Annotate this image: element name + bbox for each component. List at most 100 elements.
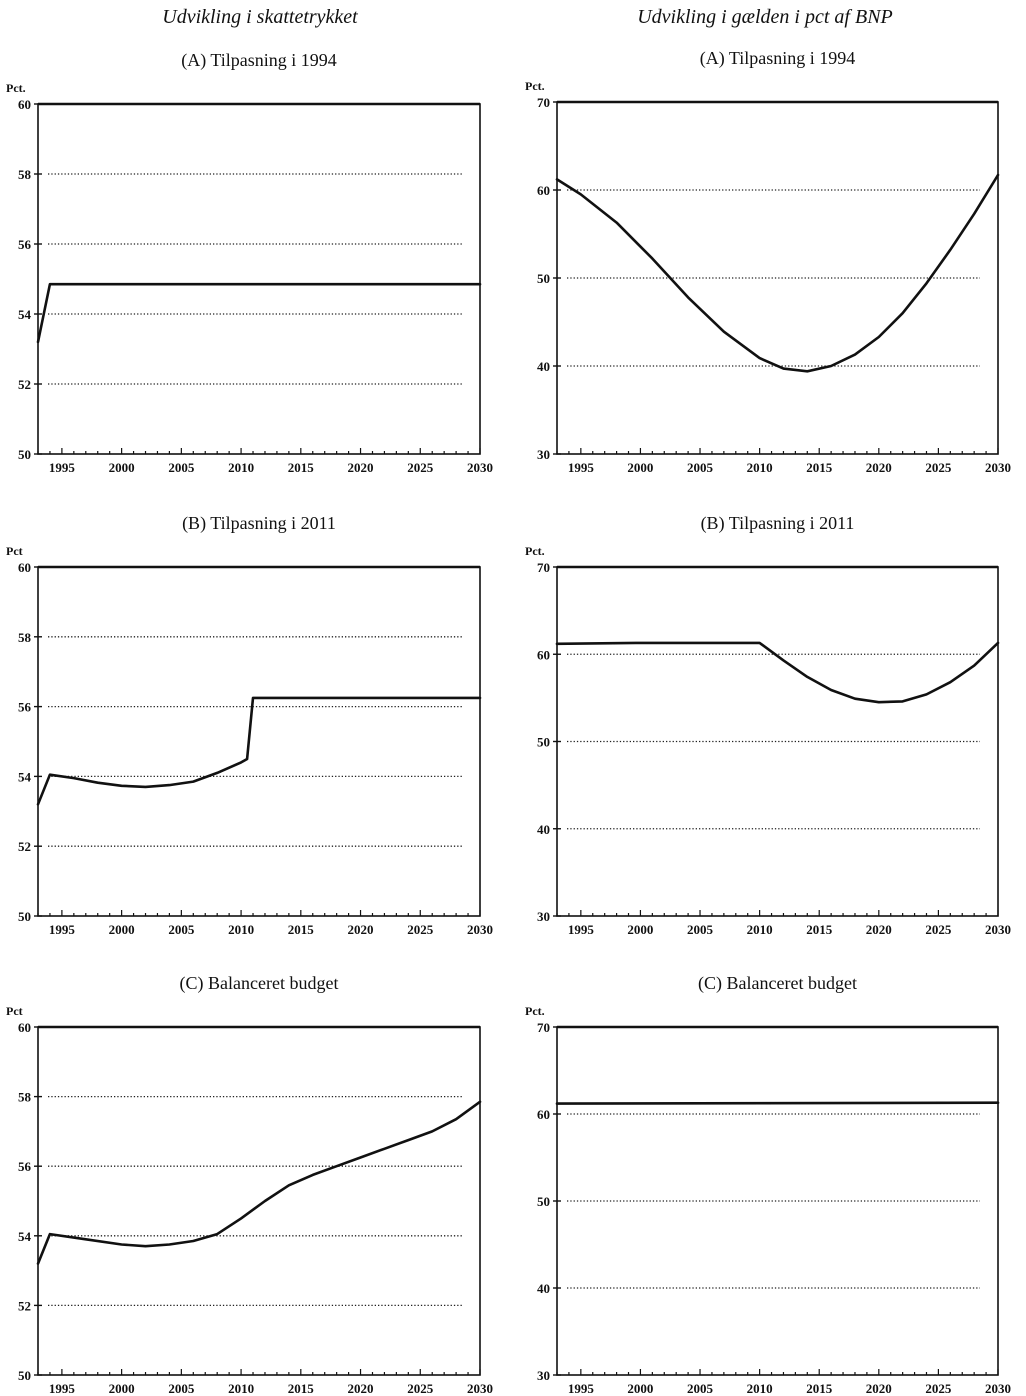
- y-unit-label: Pct.: [525, 1004, 545, 1018]
- x-tick-label: 2015: [806, 1381, 833, 1396]
- x-tick-label: 2030: [985, 922, 1011, 937]
- series-line: [555, 641, 1000, 704]
- y-tick-label: 58: [18, 1090, 32, 1105]
- x-tick-label: 2005: [687, 922, 714, 937]
- y-tick-label: 60: [537, 647, 550, 662]
- y-tick-label: 56: [18, 237, 32, 252]
- y-unit-label: Pct: [6, 544, 23, 558]
- chart-panel-6: (C) Balanceret budget Pct. 30 40 50 60 70 1995 2…: [525, 973, 1011, 1396]
- panel-title: (A) Tilpasning i 1994: [700, 48, 856, 69]
- x-tick-label: 2010: [228, 1381, 254, 1396]
- x-tick-label: 2005: [168, 922, 195, 937]
- x-tick-label: 2025: [407, 460, 434, 475]
- x-tick-label: 2005: [687, 460, 714, 475]
- x-tick-label: 1995: [568, 460, 595, 475]
- y-tick-label: 50: [537, 271, 550, 286]
- x-tick-label: 2025: [925, 1381, 952, 1396]
- x-tick-label: 2025: [925, 460, 952, 475]
- y-tick-label: 58: [18, 630, 32, 645]
- y-tick-label: 50: [18, 909, 31, 924]
- y-tick-label: 60: [537, 1107, 550, 1122]
- y-tick-label: 52: [18, 377, 31, 392]
- x-tick-label: 2000: [109, 922, 135, 937]
- panel-title: (A) Tilpasning i 1994: [181, 50, 337, 71]
- y-tick-label: 60: [537, 183, 550, 198]
- x-tick-label: 2000: [109, 1381, 135, 1396]
- y-tick-label: 60: [18, 560, 31, 575]
- y-tick-label: 70: [537, 1020, 550, 1035]
- x-tick-label: 2030: [467, 922, 493, 937]
- chart-panel-2: (A) Tilpasning i 1994 Pct. 30 40 50 60 70 1995 2…: [525, 48, 1011, 475]
- x-tick-label: 2015: [806, 460, 833, 475]
- y-tick-label: 60: [18, 97, 31, 112]
- series-line: [36, 1100, 482, 1265]
- y-tick-label: 70: [537, 560, 550, 575]
- y-tick-label: 40: [537, 1281, 550, 1296]
- y-unit-label: Pct: [6, 1004, 23, 1018]
- plot-frame: [37, 1026, 481, 1376]
- x-tick-label: 2020: [866, 460, 892, 475]
- left-column-title: Udvikling i skattetrykket: [162, 6, 358, 28]
- x-tick-label: 2025: [925, 922, 952, 937]
- panel-title: (B) Tilpasning i 2011: [701, 513, 855, 534]
- plot-frame: [37, 103, 481, 455]
- x-tick-label: 2005: [168, 1381, 195, 1396]
- x-tick-label: 2010: [747, 1381, 773, 1396]
- series-line: [36, 282, 482, 344]
- chart-panel-3: (B) Tilpasning i 2011 Pct 50 52 54 56 58 60 1995…: [6, 513, 493, 937]
- chart-panel-1: (A) Tilpasning i 1994 Pct. 50 52 54 56 58 60 199…: [6, 50, 493, 475]
- panel-title: (B) Tilpasning i 2011: [182, 513, 336, 534]
- x-tick-label: 2015: [288, 922, 315, 937]
- x-tick-label: 2005: [687, 1381, 714, 1396]
- x-tick-label: 2030: [467, 1381, 493, 1396]
- x-tick-label: 2015: [288, 460, 315, 475]
- y-tick-label: 30: [537, 447, 550, 462]
- y-tick-label: 50: [537, 735, 550, 750]
- x-tick-label: 1995: [49, 460, 76, 475]
- panel-title: (C) Balanceret budget: [180, 973, 339, 994]
- x-tick-label: 2015: [288, 1381, 315, 1396]
- y-tick-label: 54: [18, 307, 32, 322]
- x-tick-label: 2030: [985, 1381, 1011, 1396]
- y-tick-label: 54: [18, 1229, 32, 1244]
- y-tick-label: 50: [18, 447, 31, 462]
- x-tick-label: 2000: [627, 460, 653, 475]
- x-tick-label: 1995: [568, 922, 595, 937]
- x-tick-label: 1995: [49, 1381, 76, 1396]
- y-unit-label: Pct.: [525, 79, 545, 93]
- x-tick-label: 2010: [228, 460, 254, 475]
- x-tick-label: 2025: [407, 922, 434, 937]
- series-line: [555, 1101, 1000, 1105]
- x-tick-label: 2010: [228, 922, 254, 937]
- x-tick-label: 2020: [866, 1381, 892, 1396]
- x-tick-label: 2030: [985, 460, 1011, 475]
- x-tick-label: 2020: [348, 1381, 374, 1396]
- right-column-title: Udvikling i gælden i pct af BNP: [637, 6, 893, 28]
- x-tick-label: 2025: [407, 1381, 434, 1396]
- y-tick-label: 50: [18, 1368, 31, 1383]
- x-tick-label: 2020: [348, 922, 374, 937]
- chart-panel-4: (B) Tilpasning i 2011 Pct. 30 40 50 60 70 1995 2…: [525, 513, 1011, 937]
- y-tick-label: 30: [537, 909, 550, 924]
- x-tick-label: 1995: [568, 1381, 595, 1396]
- x-tick-label: 2000: [109, 460, 135, 475]
- series-line: [36, 696, 482, 806]
- y-tick-label: 40: [537, 359, 550, 374]
- y-tick-label: 40: [537, 822, 550, 837]
- plot-frame: [37, 566, 481, 917]
- y-tick-label: 56: [18, 700, 32, 715]
- y-unit-label: Pct.: [6, 81, 26, 95]
- x-tick-label: 2010: [747, 460, 773, 475]
- y-tick-label: 54: [18, 769, 32, 784]
- y-tick-label: 52: [18, 839, 31, 854]
- y-tick-label: 60: [18, 1020, 31, 1035]
- x-tick-label: 2000: [627, 922, 653, 937]
- y-unit-label: Pct.: [525, 544, 545, 558]
- y-tick-label: 50: [537, 1194, 550, 1209]
- x-tick-label: 2010: [747, 922, 773, 937]
- x-tick-label: 2000: [627, 1381, 653, 1396]
- chart-panel-5: (C) Balanceret budget Pct 50 52 54 56 58 60 1995…: [6, 973, 493, 1396]
- x-tick-label: 2015: [806, 922, 833, 937]
- x-tick-label: 1995: [49, 922, 76, 937]
